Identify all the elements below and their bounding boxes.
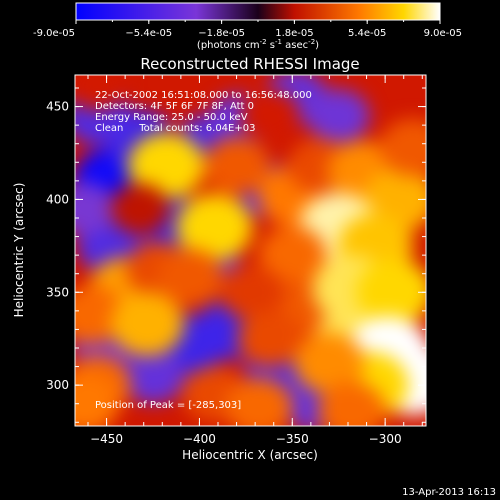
y-tick-label: 350 [46,285,69,299]
colorbar-tick-label: 9.0e-05 [424,28,462,39]
annotation-time-range: 22-Oct-2002 16:51:08.000 to 16:56:48.000 [95,90,312,101]
y-tick-label: 400 [46,192,69,206]
colorbar-tick-label: −5.4e-05 [125,28,172,39]
x-tick-label: −400 [183,432,216,446]
heatmap-region [121,348,185,404]
annotation-total-counts: Clean Total counts: 6.04E+03 [95,123,255,134]
chart-title: Reconstructed RHESSI Image [140,55,359,73]
colorbar-tick-label: −1.8e-05 [198,28,245,39]
y-axis-label: Heliocentric Y (arcsec) [12,183,26,318]
x-axis-label: Heliocentric X (arcsec) [182,448,318,462]
colorbar [75,2,441,21]
colorbar-unit-label: (photons cm-2 s-1 asec-2) [197,38,319,51]
x-tick-label: −450 [90,432,123,446]
heatmap-region [75,373,119,426]
axis-ticks: −450 −400 −350 −300 300 350 400 450 [46,75,426,446]
peak-position-label: Position of Peak = [-285,303] [95,400,241,411]
heatmap-image [75,75,426,426]
heatmap-region [127,132,205,200]
annotation-energy-range: Energy Range: 25.0 - 50.0 keV [95,112,248,123]
heatmap-region [317,381,386,426]
x-tick-label: −350 [276,432,309,446]
annotation-detectors: Detectors: 4F 5F 6F 7F 8F, Att 0 [95,101,254,112]
heatmap-region [294,332,365,394]
colorbar-tick-label: 1.8e-05 [275,28,313,39]
y-tick-label: 450 [46,100,69,114]
heatmap-region [237,310,303,367]
y-tick-label: 300 [46,378,69,392]
x-tick-label: −300 [369,432,402,446]
plot-frame [74,74,427,427]
heatmap-region [258,225,327,285]
heatmap-region [219,264,283,320]
footer-date: 13-Apr-2013 16:13 [402,487,496,498]
heatmap-region [356,259,426,326]
colorbar-ticks: -9.0e-05 −5.4e-05 −1.8e-05 1.8e-05 5.4e-05 9.… [33,20,462,39]
heatmap-region [307,89,370,143]
heatmap-region [203,137,270,195]
colorbar-tick-label: -9.0e-05 [33,28,75,39]
heatmap-region [110,291,185,356]
heatmap-region [75,182,115,235]
heatmap-region [75,75,128,111]
heatmap-region [176,194,253,261]
heatmap-region [239,89,301,143]
heatmap-region [157,248,224,307]
heatmap-region [379,118,426,177]
heatmap-region [110,183,170,235]
colorbar-tick-label: 5.4e-05 [348,28,386,39]
heatmap-region [225,378,293,426]
